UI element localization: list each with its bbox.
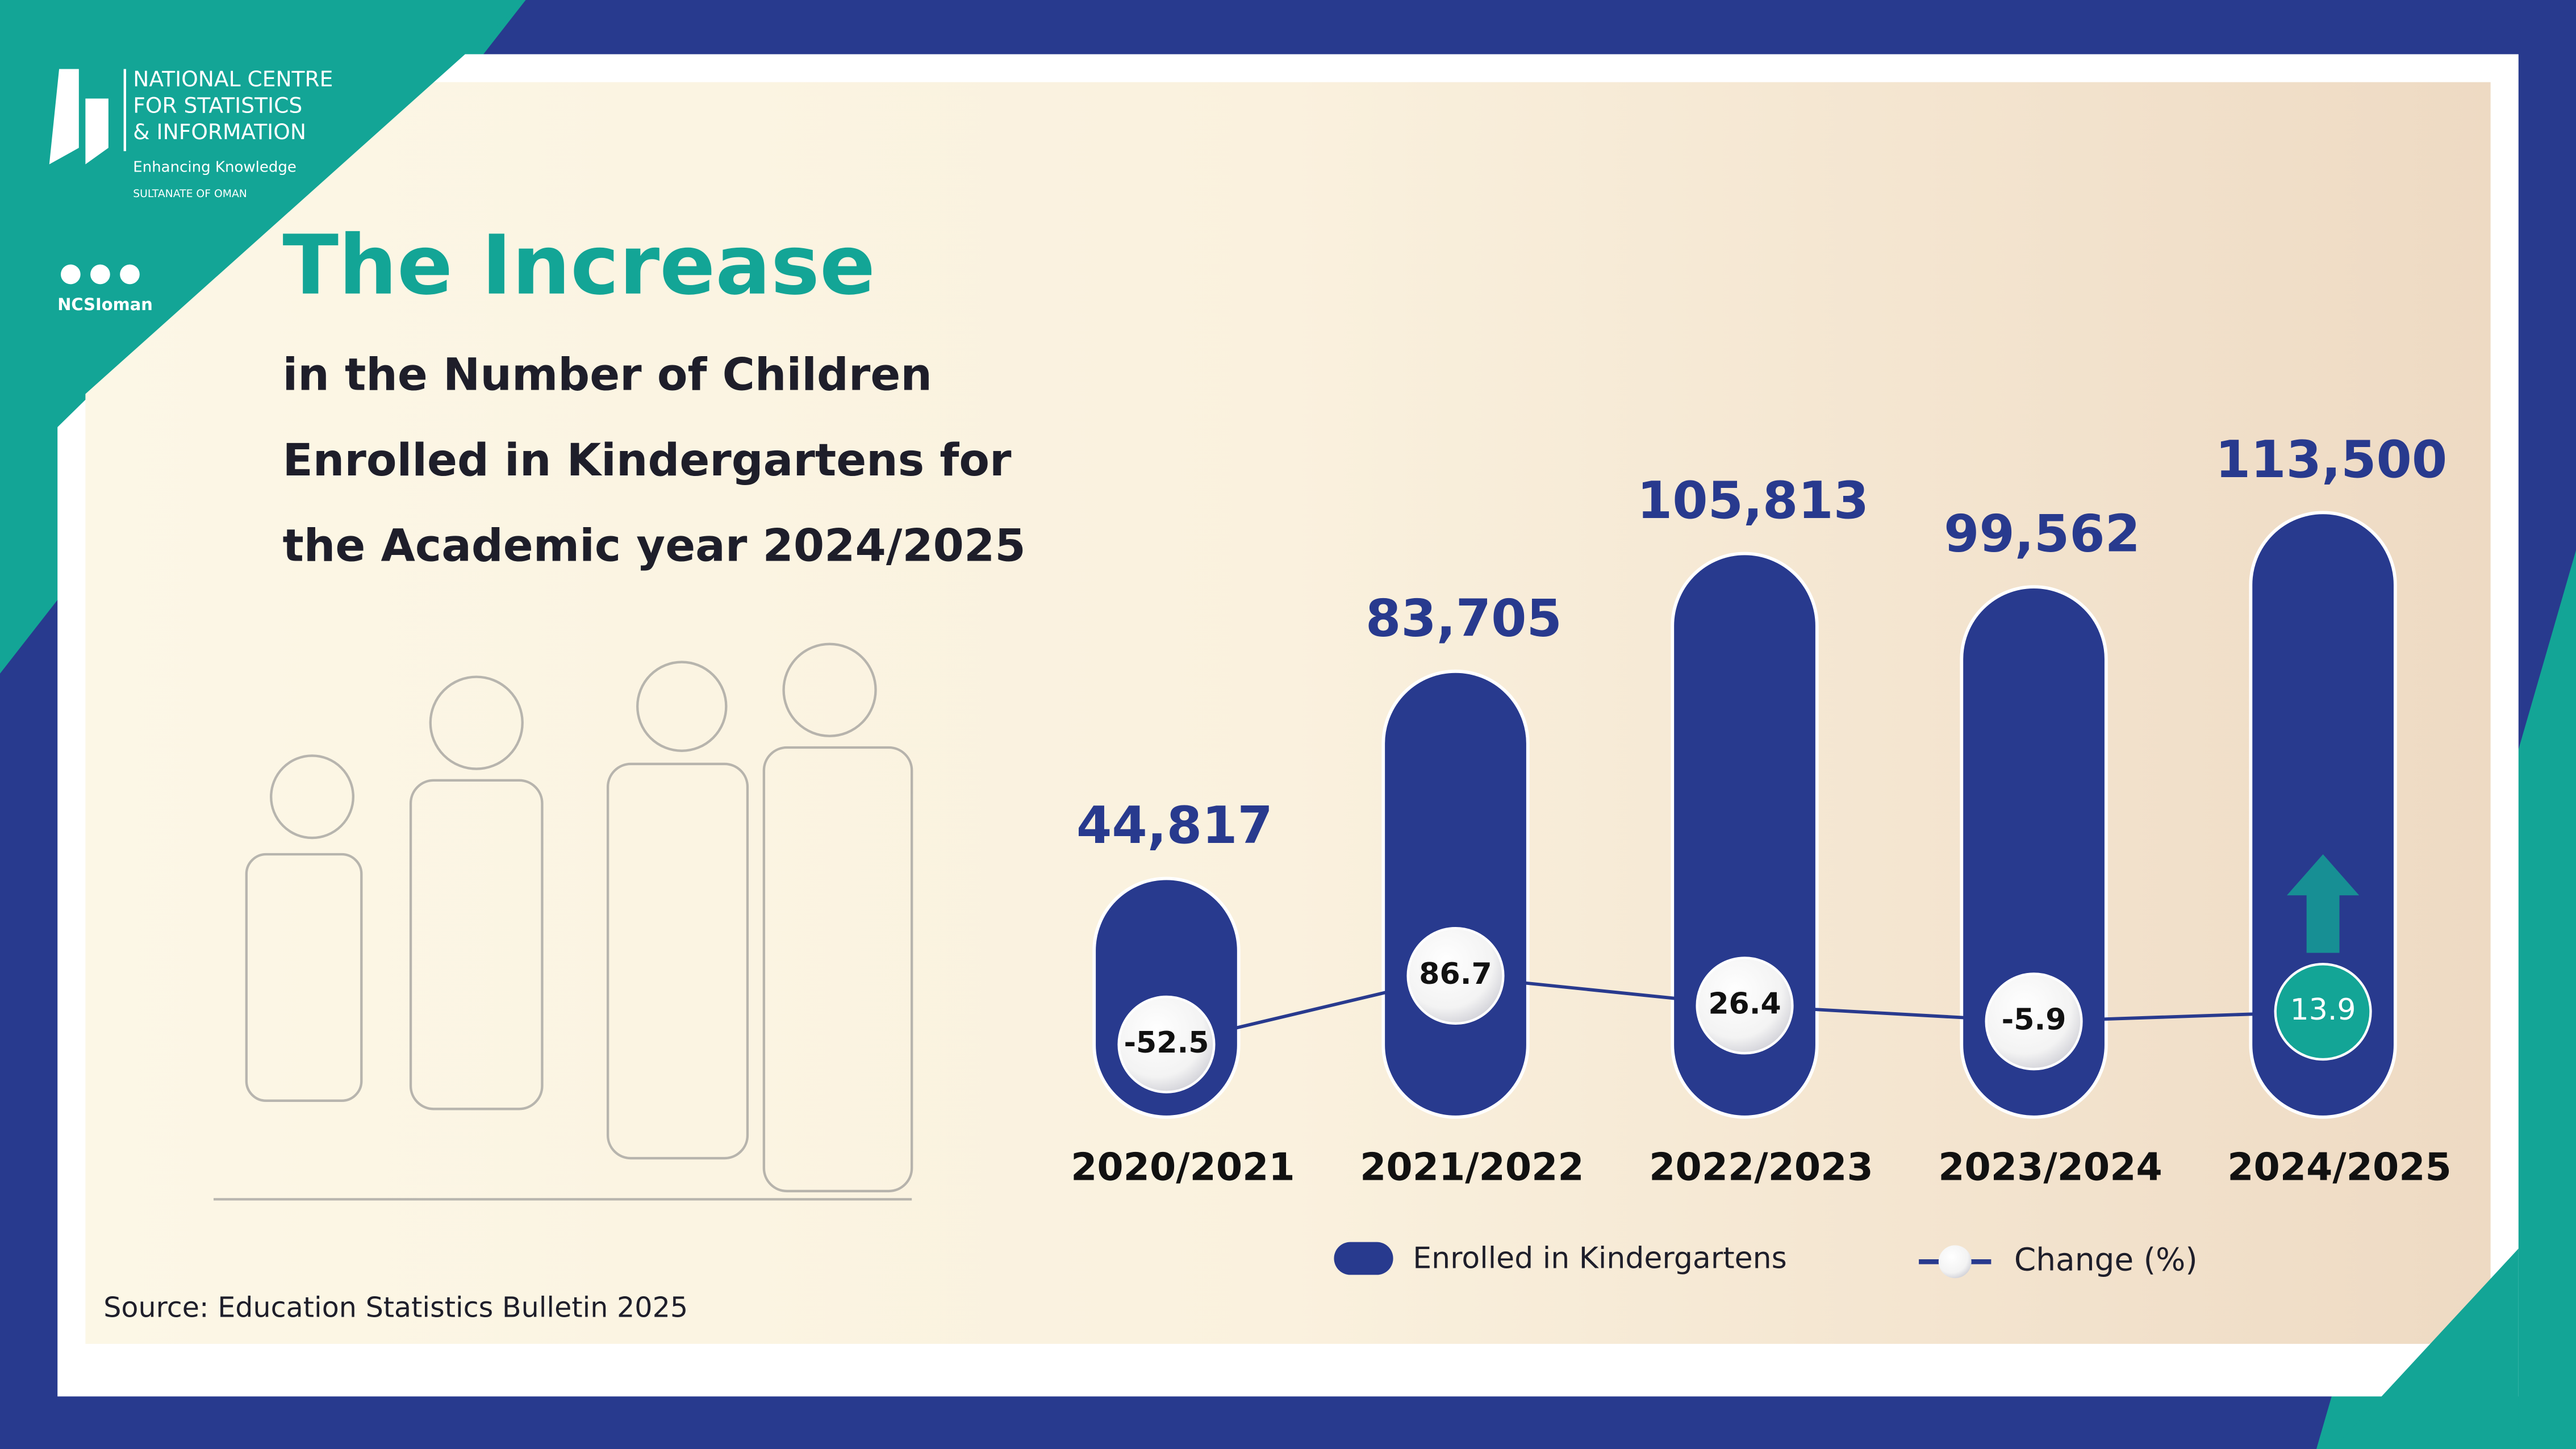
change-point: [1696, 957, 1794, 1055]
bar: [1960, 585, 2108, 1119]
x-tick-label: 2022/2023: [1649, 1145, 1873, 1189]
legend-point: [1938, 1245, 1972, 1279]
tagline: Enhancing Knowledge: [133, 159, 297, 176]
org-name: FOR STATISTICS: [133, 93, 302, 118]
change-label: 13.9: [2290, 993, 2356, 1027]
value-label: 113,500: [2215, 431, 2447, 490]
change-label: 86.7: [1419, 957, 1492, 991]
change-label: -5.9: [2002, 1003, 2066, 1037]
value-label: 83,705: [1366, 589, 1562, 648]
legend-label: Change (%): [2014, 1241, 2198, 1277]
x-tick-label: 2021/2022: [1360, 1145, 1584, 1189]
illustration: [213, 642, 913, 1201]
up-arrow: [2286, 854, 2360, 953]
subtitle: the Academic year 2024/2025: [282, 520, 1025, 571]
value-label: 44,817: [1076, 796, 1273, 855]
logo: [49, 69, 79, 165]
x-tick-label: 2020/2021: [1071, 1145, 1295, 1189]
subtitle: in the Number of Children: [282, 350, 932, 401]
social-icon: [120, 264, 140, 285]
x-tick-label: 2023/2024: [1938, 1145, 2162, 1189]
org-name: & INFORMATION: [133, 119, 306, 144]
bar: [1381, 669, 1530, 1119]
legend-bar: [1334, 1242, 1393, 1275]
change-point: [1985, 972, 2083, 1071]
x-tick-label: 2024/2025: [2227, 1145, 2452, 1189]
corner: [0, 0, 526, 477]
handle: NCSIoman: [57, 295, 153, 314]
social-icon: [90, 264, 110, 285]
logo: [85, 98, 108, 165]
corner: [2332, 1248, 2519, 1449]
change-point: [2274, 963, 2372, 1061]
subtitle: Enrolled in Kindergartens for: [282, 435, 1012, 486]
title: The Increase: [282, 218, 875, 314]
legend-label: Enrolled in Kindergartens: [1413, 1241, 1786, 1275]
change-point: [1117, 995, 1216, 1093]
country: SULTANATE OF OMAN: [133, 188, 247, 200]
change-label: -52.5: [1124, 1026, 1209, 1060]
bar: [2249, 511, 2397, 1119]
change-label: 26.4: [1708, 987, 1781, 1021]
value-label: 99,562: [1944, 505, 2140, 564]
org-name: NATIONAL CENTRE: [133, 66, 333, 91]
change-point: [1406, 926, 1505, 1025]
source: Source: Education Statistics Bulletin 20…: [103, 1291, 688, 1324]
social-icon: [61, 264, 81, 285]
value-label: 105,813: [1637, 471, 1869, 531]
